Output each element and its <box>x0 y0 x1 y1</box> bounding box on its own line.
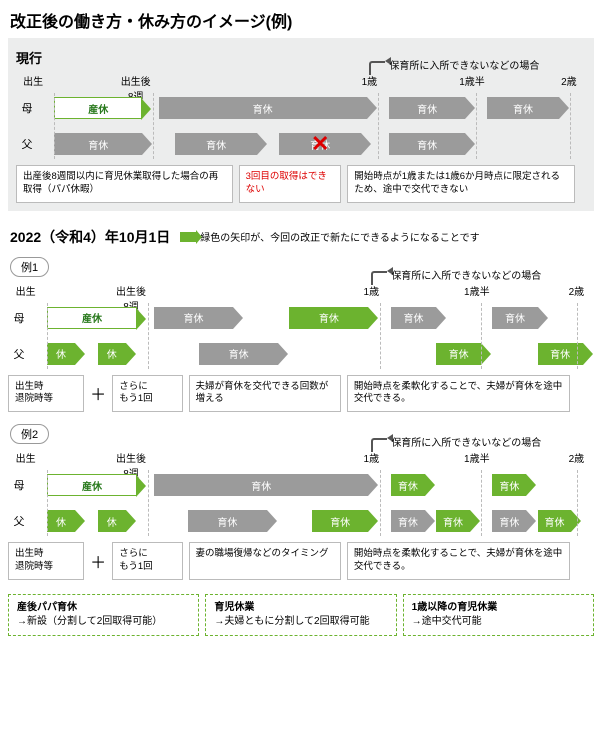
note-box: 出生時 退院時等 <box>8 375 84 413</box>
dashed-line <box>380 470 381 536</box>
summary-tag: 1歳以降の育児休業→途中交代可能 <box>403 594 594 636</box>
dashed-line <box>481 303 482 369</box>
dashed-line <box>476 93 477 159</box>
revised-date-row: 2022（令和4）年10月1日 緑色の矢印が、今回の改正で新たにできるようになる… <box>0 223 602 253</box>
legend-text: 緑色の矢印が、今回の改正で新たにできるようになることです <box>200 229 479 244</box>
dashed-line <box>148 303 149 369</box>
example-panel: 出生出生後 8週1歳1歳半2歳 保育所に入所できないなどの場合 母産休育休育休育… <box>0 448 602 588</box>
dashed-line <box>47 470 48 536</box>
row-label-father: 父 <box>16 136 38 152</box>
dashed-line <box>380 303 381 369</box>
dashed-line <box>54 93 55 159</box>
dashed-line <box>570 93 571 159</box>
row-label-mother: 母 <box>16 100 38 116</box>
dashed-line <box>148 470 149 536</box>
dashed-line <box>153 93 154 159</box>
example-tag: 例2 <box>10 424 49 444</box>
dashed-line <box>47 303 48 369</box>
note-box: 妻の職場復帰などのタイミング <box>189 542 341 580</box>
legend: 緑色の矢印が、今回の改正で新たにできるようになることです <box>180 229 479 244</box>
page-title: 改正後の働き方・休み方のイメージ(例) <box>0 0 602 38</box>
tag-title: 産後パパ育休 <box>17 601 190 615</box>
row-label-father: 父 <box>8 346 30 362</box>
row-label-mother: 母 <box>8 310 30 326</box>
dashed-line <box>378 93 379 159</box>
tag-title: 育児休業 <box>214 601 387 615</box>
summary-tag: 育児休業→夫婦ともに分割して2回取得可能 <box>205 594 396 636</box>
tag-body: →夫婦ともに分割して2回取得可能 <box>214 616 369 627</box>
note-box: 開始時点が1歳または1歳6か月時点に限定されるため、途中で交代できない <box>347 165 575 203</box>
note-box: 開始時点を柔軟化することで、夫婦が育休を途中交代できる。 <box>347 542 570 580</box>
note-box: 3回目の取得はできない <box>239 165 342 203</box>
note-box: 開始時点を柔軟化することで、夫婦が育休を途中交代できる。 <box>347 375 570 413</box>
plus-icon: ＋ <box>90 381 106 405</box>
hook-note: 保育所に入所できないなどの場合 <box>389 57 539 72</box>
note-box: さらに もう1回 <box>112 542 182 580</box>
hook-note: 保育所に入所できないなどの場合 <box>391 434 541 449</box>
current-timeline: 出生出生後 8週1歳1歳半2歳 保育所に入所できないなどの場合 母 産休育休育休… <box>16 73 586 159</box>
hook-note: 保育所に入所できないなどの場合 <box>391 267 541 282</box>
example-tag: 例1 <box>10 257 49 277</box>
revised-date: 2022（令和4）年10月1日 <box>10 227 170 247</box>
plus-icon: ＋ <box>90 549 106 573</box>
tag-body: →途中交代可能 <box>412 616 482 627</box>
note-box: 出産後8週間以内に育児休業取得した場合の再取得（パパ休暇） <box>16 165 233 203</box>
tag-body: →新設（分割して2回取得可能） <box>17 616 162 627</box>
note-box: 出生時 退院時等 <box>8 542 84 580</box>
example-panel: 出生出生後 8週1歳1歳半2歳 保育所に入所できないなどの場合 母産休育休育休育… <box>0 281 602 421</box>
note-box: さらに もう1回 <box>112 375 182 413</box>
row-label-father: 父 <box>8 513 30 529</box>
row-label-mother: 母 <box>8 477 30 493</box>
dashed-line <box>481 470 482 536</box>
legend-arrow-icon <box>180 232 196 242</box>
tag-title: 1歳以降の育児休業 <box>412 601 585 615</box>
dashed-line <box>577 470 578 536</box>
current-panel: 現行 出生出生後 8週1歳1歳半2歳 保育所に入所できないなどの場合 母 産休育… <box>8 38 594 211</box>
dashed-line <box>577 303 578 369</box>
summary-tag: 産後パパ育休→新設（分割して2回取得可能） <box>8 594 199 636</box>
note-box: 夫婦が育休を交代できる回数が増える <box>189 375 341 413</box>
